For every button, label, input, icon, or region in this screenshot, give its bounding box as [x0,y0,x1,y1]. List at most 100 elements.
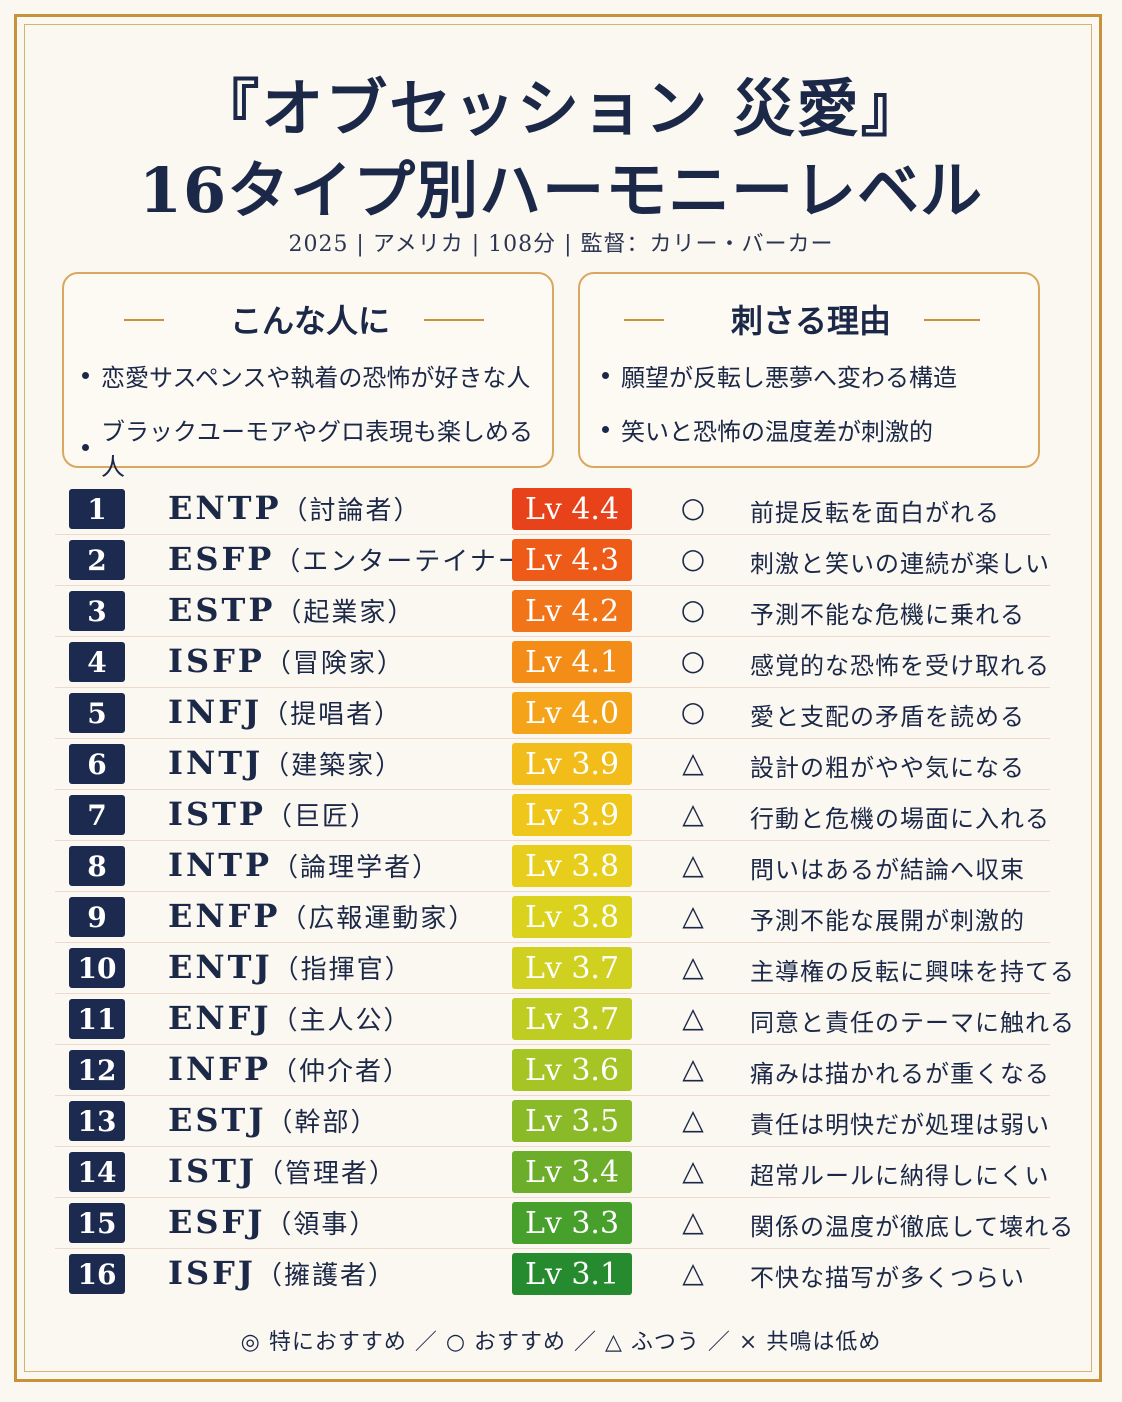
rating-mark: △ [682,1205,704,1238]
type: ESTP （起業家） [168,591,415,629]
row-separator [55,840,1050,841]
type: ISFP （冒険家） [168,642,405,680]
level-badge: Lv 3.8 [512,896,632,938]
type-role: （広報運動家） [280,904,477,934]
row-separator [55,636,1050,637]
type-role: （建築家） [263,751,404,781]
level-badge: Lv 4.0 [512,692,632,734]
type-code: ESTJ [168,1101,267,1139]
type-code: ENTJ [168,948,273,986]
level-badge: Lv 3.6 [512,1049,632,1091]
item-text: ブラックユーモアやグロ表現も楽しめる人 [101,418,533,481]
type: INFJ （提唱者） [168,693,402,731]
box-item: 笑いと恐怖の温度差が刺激的 [602,412,933,447]
rating-mark: ○ [680,542,706,575]
rating-mark: ○ [680,644,706,677]
level-badge: Lv 3.9 [512,794,632,836]
rank-badge: 4 [69,642,125,682]
type-role: （領事） [265,1210,378,1240]
type: ENFJ （主人公） [168,999,412,1037]
type-code: ESFJ [168,1203,266,1241]
comment: 設計の粗がやや気になる [750,754,1025,782]
type-role: （巨匠） [265,802,378,832]
type-code: INTJ [168,744,264,782]
ornament [124,319,484,321]
comment: 刺激と笑いの連続が楽しい [750,550,1050,578]
rating-mark: △ [682,746,704,779]
type-code: ENFP [168,897,281,935]
outer-frame [14,14,1102,1382]
type: ISFJ （擁護者） [168,1254,396,1292]
level-badge: Lv 3.8 [512,845,632,887]
type-code: ESTP [168,591,276,629]
title-line-2: 16タイプ別ハーモニーレベル [138,154,984,227]
rating-mark: ○ [680,491,706,524]
rank-badge: 11 [69,999,125,1039]
level-badge: Lv 3.7 [512,998,632,1040]
type-role: （仲介者） [271,1057,412,1087]
row-separator [55,1146,1050,1147]
inner-frame [24,24,1092,1372]
type-code: ENFJ [168,999,272,1037]
rank-badge: 5 [69,693,125,733]
type-code: ISTP [168,795,266,833]
type-code: ESFP [168,540,275,578]
type-role: （擁護者） [255,1261,396,1291]
rank-badge: 12 [69,1050,125,1090]
row-separator [55,1248,1050,1249]
type: ESFJ （領事） [168,1203,377,1241]
row-separator [55,1197,1050,1198]
comment: 前提反転を面白がれる [750,499,1000,527]
row-separator [55,738,1050,739]
comment: 愛と支配の矛盾を読める [750,703,1025,731]
rank-badge: 7 [69,795,125,835]
comment: 超常ルールに納得しにくい [750,1162,1050,1190]
rank-badge: 9 [69,897,125,937]
level-badge: Lv 4.2 [512,590,632,632]
row-separator [55,534,1050,535]
rank-badge: 15 [69,1203,125,1243]
level-badge: Lv 3.7 [512,947,632,989]
row-separator [55,687,1050,688]
type-role: （エンターテイナー） [274,547,554,577]
type-role: （討論者） [281,496,422,526]
box-title: こんな人に [229,302,390,340]
level-badge: Lv 4.1 [512,641,632,683]
type-code: ISFJ [168,1254,256,1292]
ornament [624,319,980,321]
row-separator [55,789,1050,790]
rating-mark: ○ [680,593,706,626]
level-badge: Lv 4.3 [512,539,632,581]
legend: ◎ 特におすすめ ／ ○ おすすめ ／ △ ふつう ／ × 共鳴は低め [240,1330,882,1355]
type-role: （幹部） [266,1108,379,1138]
comment: 関係の温度が徹底して壊れる [750,1213,1075,1241]
rating-mark: △ [682,1052,704,1085]
rating-mark: ○ [680,695,706,728]
type: INFP （仲介者） [168,1050,411,1088]
rank-badge: 16 [69,1254,125,1294]
right-box: 刺さる理由 願望が反転し悪夢へ変わる構造 笑いと恐怖の温度差が刺激的 [578,272,1040,468]
meta: 2025 | アメリカ | 108分 | 監督：カリー・バーカー [288,232,834,257]
type-code: INFP [168,1050,271,1088]
box-item: 恋愛サスペンスや執着の恐怖が好きな人 [82,358,530,393]
type: INTJ （建築家） [168,744,403,782]
box-item: 願望が反転し悪夢へ変わる構造 [602,358,957,393]
item-text: 恋愛サスペンスや執着の恐怖が好きな人 [101,364,531,392]
rating-mark: △ [682,797,704,830]
type: ISTP （巨匠） [168,795,378,833]
rating-mark: △ [682,1154,704,1187]
type-code: ISTJ [168,1152,258,1190]
type-role: （論理学者） [272,853,441,883]
row-separator [55,891,1050,892]
title-line-1: 『オブセッション 災愛』 [197,72,925,145]
comment: 行動と危機の場面に入れる [750,805,1050,833]
type: ENTP （討論者） [168,489,422,527]
comment: 予測不能な危機に乗れる [750,601,1025,629]
type: ESTJ （幹部） [168,1101,378,1139]
row-separator [55,585,1050,586]
level-badge: Lv 3.1 [512,1253,632,1295]
type-role: （提唱者） [262,700,403,730]
comment: 問いはあるが結論へ収束 [750,856,1025,884]
rating-mark: △ [682,848,704,881]
